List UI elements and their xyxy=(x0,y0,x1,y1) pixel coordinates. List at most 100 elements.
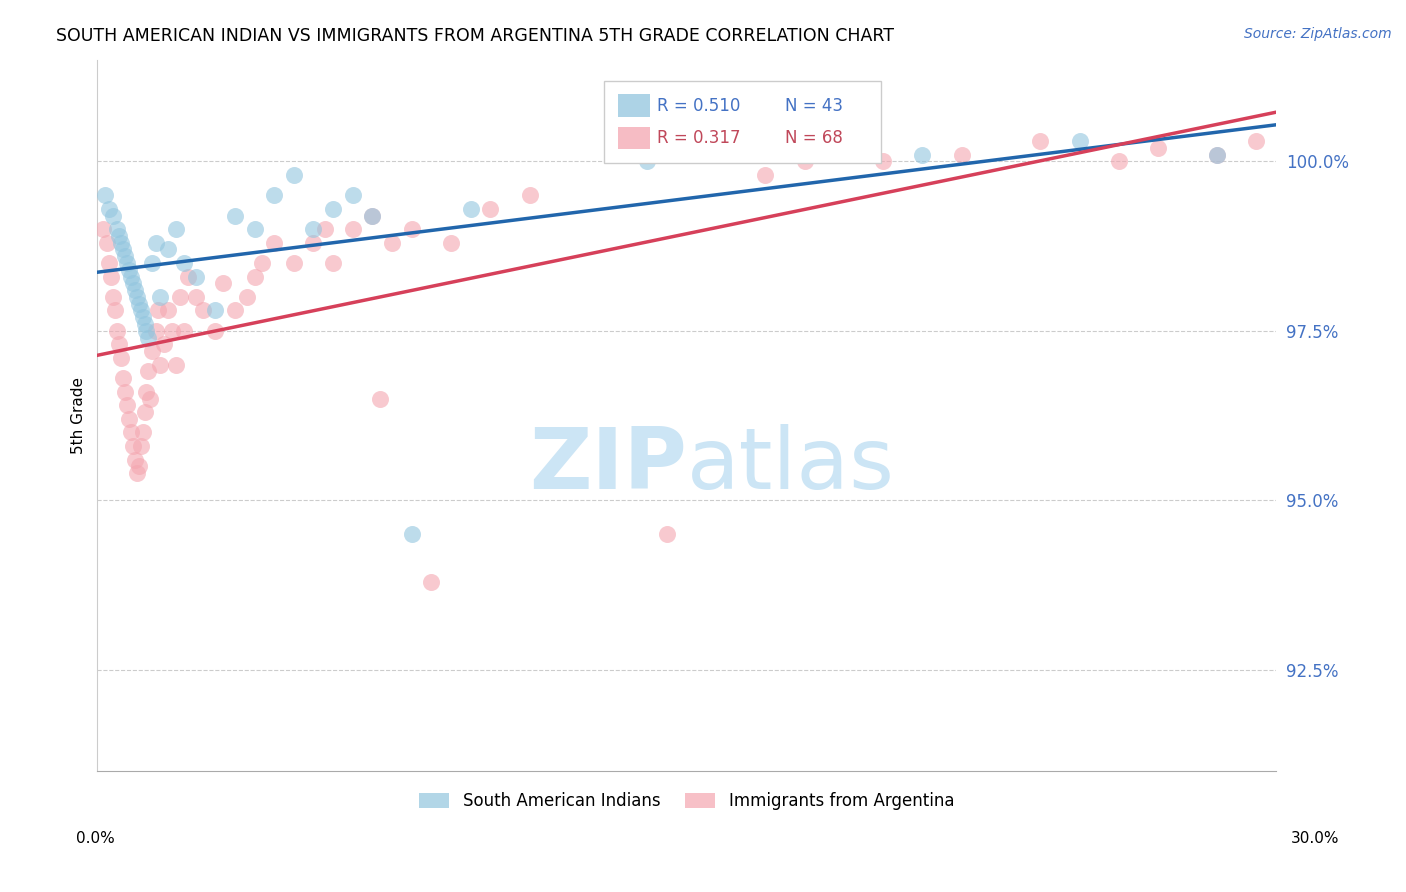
Point xyxy=(111,243,134,257)
Point xyxy=(184,269,207,284)
Point xyxy=(111,371,134,385)
Point xyxy=(283,168,305,182)
Point xyxy=(1029,134,1052,148)
Point xyxy=(322,256,344,270)
Point xyxy=(108,337,131,351)
Point xyxy=(224,209,246,223)
Point xyxy=(135,324,157,338)
Point xyxy=(91,222,114,236)
Point xyxy=(148,303,170,318)
Point xyxy=(283,256,305,270)
Point xyxy=(149,358,172,372)
Point xyxy=(129,303,152,318)
Point xyxy=(160,324,183,338)
Point xyxy=(177,269,200,284)
Point xyxy=(302,235,325,250)
Point xyxy=(212,277,235,291)
Point xyxy=(100,269,122,284)
Point xyxy=(141,344,163,359)
Point xyxy=(420,574,443,589)
Point xyxy=(1206,147,1229,161)
Point xyxy=(184,290,207,304)
Point xyxy=(1246,134,1268,148)
Point xyxy=(655,527,678,541)
Point xyxy=(121,439,143,453)
Point xyxy=(1069,134,1091,148)
Point xyxy=(124,283,146,297)
Point xyxy=(98,256,121,270)
Point xyxy=(1108,154,1130,169)
Point xyxy=(125,466,148,480)
Point xyxy=(950,147,973,161)
Point xyxy=(153,337,176,351)
Point xyxy=(135,384,157,399)
Legend: South American Indians, Immigrants from Argentina: South American Indians, Immigrants from … xyxy=(413,785,960,816)
Point xyxy=(460,202,482,216)
Point xyxy=(118,412,141,426)
Point xyxy=(120,269,142,284)
Point xyxy=(101,290,124,304)
Point xyxy=(124,452,146,467)
Point xyxy=(479,202,502,216)
Point xyxy=(314,222,336,236)
Point xyxy=(139,392,162,406)
Point xyxy=(793,154,815,169)
Point xyxy=(193,303,215,318)
Point xyxy=(114,249,136,263)
Point xyxy=(342,188,364,202)
Text: R = 0.510: R = 0.510 xyxy=(657,97,741,115)
Point xyxy=(169,290,191,304)
Point xyxy=(243,269,266,284)
Point xyxy=(121,277,143,291)
Point xyxy=(440,235,463,250)
Text: R = 0.317: R = 0.317 xyxy=(657,129,741,147)
Point xyxy=(98,202,121,216)
Text: N = 43: N = 43 xyxy=(785,97,842,115)
Point xyxy=(911,147,934,161)
Point xyxy=(138,364,160,378)
Point xyxy=(101,209,124,223)
Text: Source: ZipAtlas.com: Source: ZipAtlas.com xyxy=(1244,27,1392,41)
Point xyxy=(134,405,156,419)
Point xyxy=(401,222,423,236)
Y-axis label: 5th Grade: 5th Grade xyxy=(72,377,86,454)
Point xyxy=(96,235,118,250)
Point xyxy=(322,202,344,216)
Point xyxy=(115,256,138,270)
Point xyxy=(263,188,285,202)
Point xyxy=(204,303,226,318)
Point xyxy=(302,222,325,236)
Point xyxy=(754,168,776,182)
Point xyxy=(204,324,226,338)
Point xyxy=(108,228,131,243)
Point xyxy=(131,425,153,440)
Point xyxy=(1147,141,1170,155)
Point xyxy=(165,222,187,236)
Point xyxy=(157,243,180,257)
Point xyxy=(131,310,153,325)
Point xyxy=(104,303,127,318)
Point xyxy=(125,290,148,304)
Point xyxy=(1206,147,1229,161)
FancyBboxPatch shape xyxy=(619,95,650,117)
Text: ZIP: ZIP xyxy=(529,424,686,507)
Point xyxy=(361,209,384,223)
Point xyxy=(519,188,541,202)
Point xyxy=(368,392,391,406)
Point xyxy=(129,439,152,453)
Text: SOUTH AMERICAN INDIAN VS IMMIGRANTS FROM ARGENTINA 5TH GRADE CORRELATION CHART: SOUTH AMERICAN INDIAN VS IMMIGRANTS FROM… xyxy=(56,27,894,45)
Point xyxy=(224,303,246,318)
Point xyxy=(128,296,150,310)
Point xyxy=(105,222,128,236)
Point xyxy=(381,235,404,250)
Point xyxy=(110,235,132,250)
Point xyxy=(157,303,180,318)
Point xyxy=(243,222,266,236)
Point xyxy=(165,358,187,372)
Point xyxy=(134,317,156,331)
Text: atlas: atlas xyxy=(686,424,894,507)
Point xyxy=(128,459,150,474)
Point xyxy=(173,324,195,338)
Text: 0.0%: 0.0% xyxy=(76,831,115,846)
Point xyxy=(105,324,128,338)
